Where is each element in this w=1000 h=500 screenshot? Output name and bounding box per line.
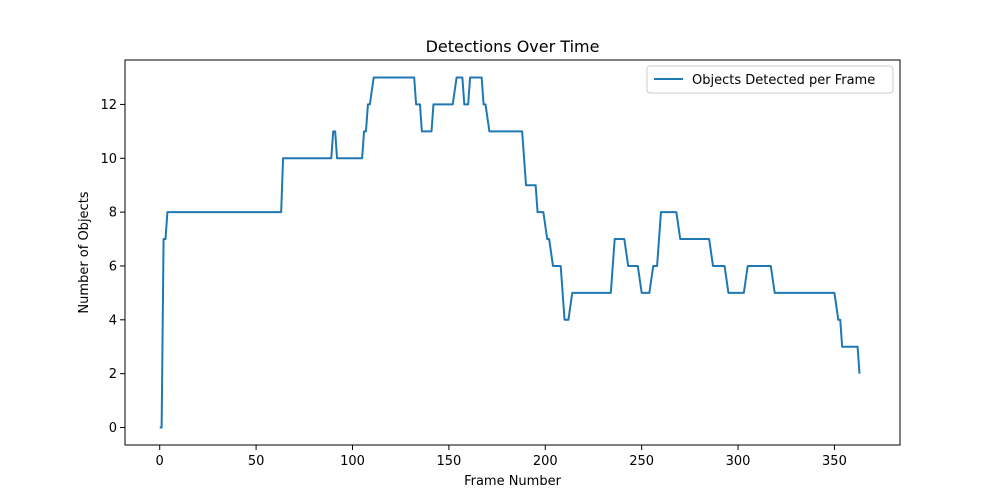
x-tick-label: 250 xyxy=(629,454,654,469)
y-axis-label: Number of Objects xyxy=(77,191,92,313)
y-tick-label: 12 xyxy=(100,98,117,113)
plot-frame xyxy=(124,59,901,446)
x-tick-label: 300 xyxy=(726,454,751,469)
legend-box xyxy=(646,65,894,94)
series-layer xyxy=(159,76,861,429)
x-axis-ticks: 0 50 100 150 200 250 300 350 xyxy=(156,445,847,469)
legend: Objects Detected per Frame xyxy=(646,65,894,94)
x-tick-label: 100 xyxy=(340,454,365,469)
x-axis-label: Frame Number xyxy=(464,474,562,489)
chart-title: Detections Over Time xyxy=(426,37,600,56)
y-tick-label: 2 xyxy=(109,367,117,382)
series-line-objects-detected xyxy=(159,76,861,429)
x-tick-label: 150 xyxy=(436,454,461,469)
x-tick-label: 0 xyxy=(156,454,164,469)
x-tick-label: 350 xyxy=(822,454,847,469)
x-tick-label: 50 xyxy=(248,454,265,469)
y-tick-label: 8 xyxy=(109,206,117,221)
legend-label: Objects Detected per Frame xyxy=(692,73,875,88)
x-tick-label: 200 xyxy=(533,454,558,469)
plot-area xyxy=(125,60,900,445)
y-tick-label: 0 xyxy=(109,421,117,436)
y-tick-label: 4 xyxy=(109,313,117,328)
y-tick-label: 6 xyxy=(109,259,117,274)
y-tick-label: 10 xyxy=(100,152,117,167)
y-axis-ticks: 0 2 4 6 8 10 12 xyxy=(100,98,125,436)
